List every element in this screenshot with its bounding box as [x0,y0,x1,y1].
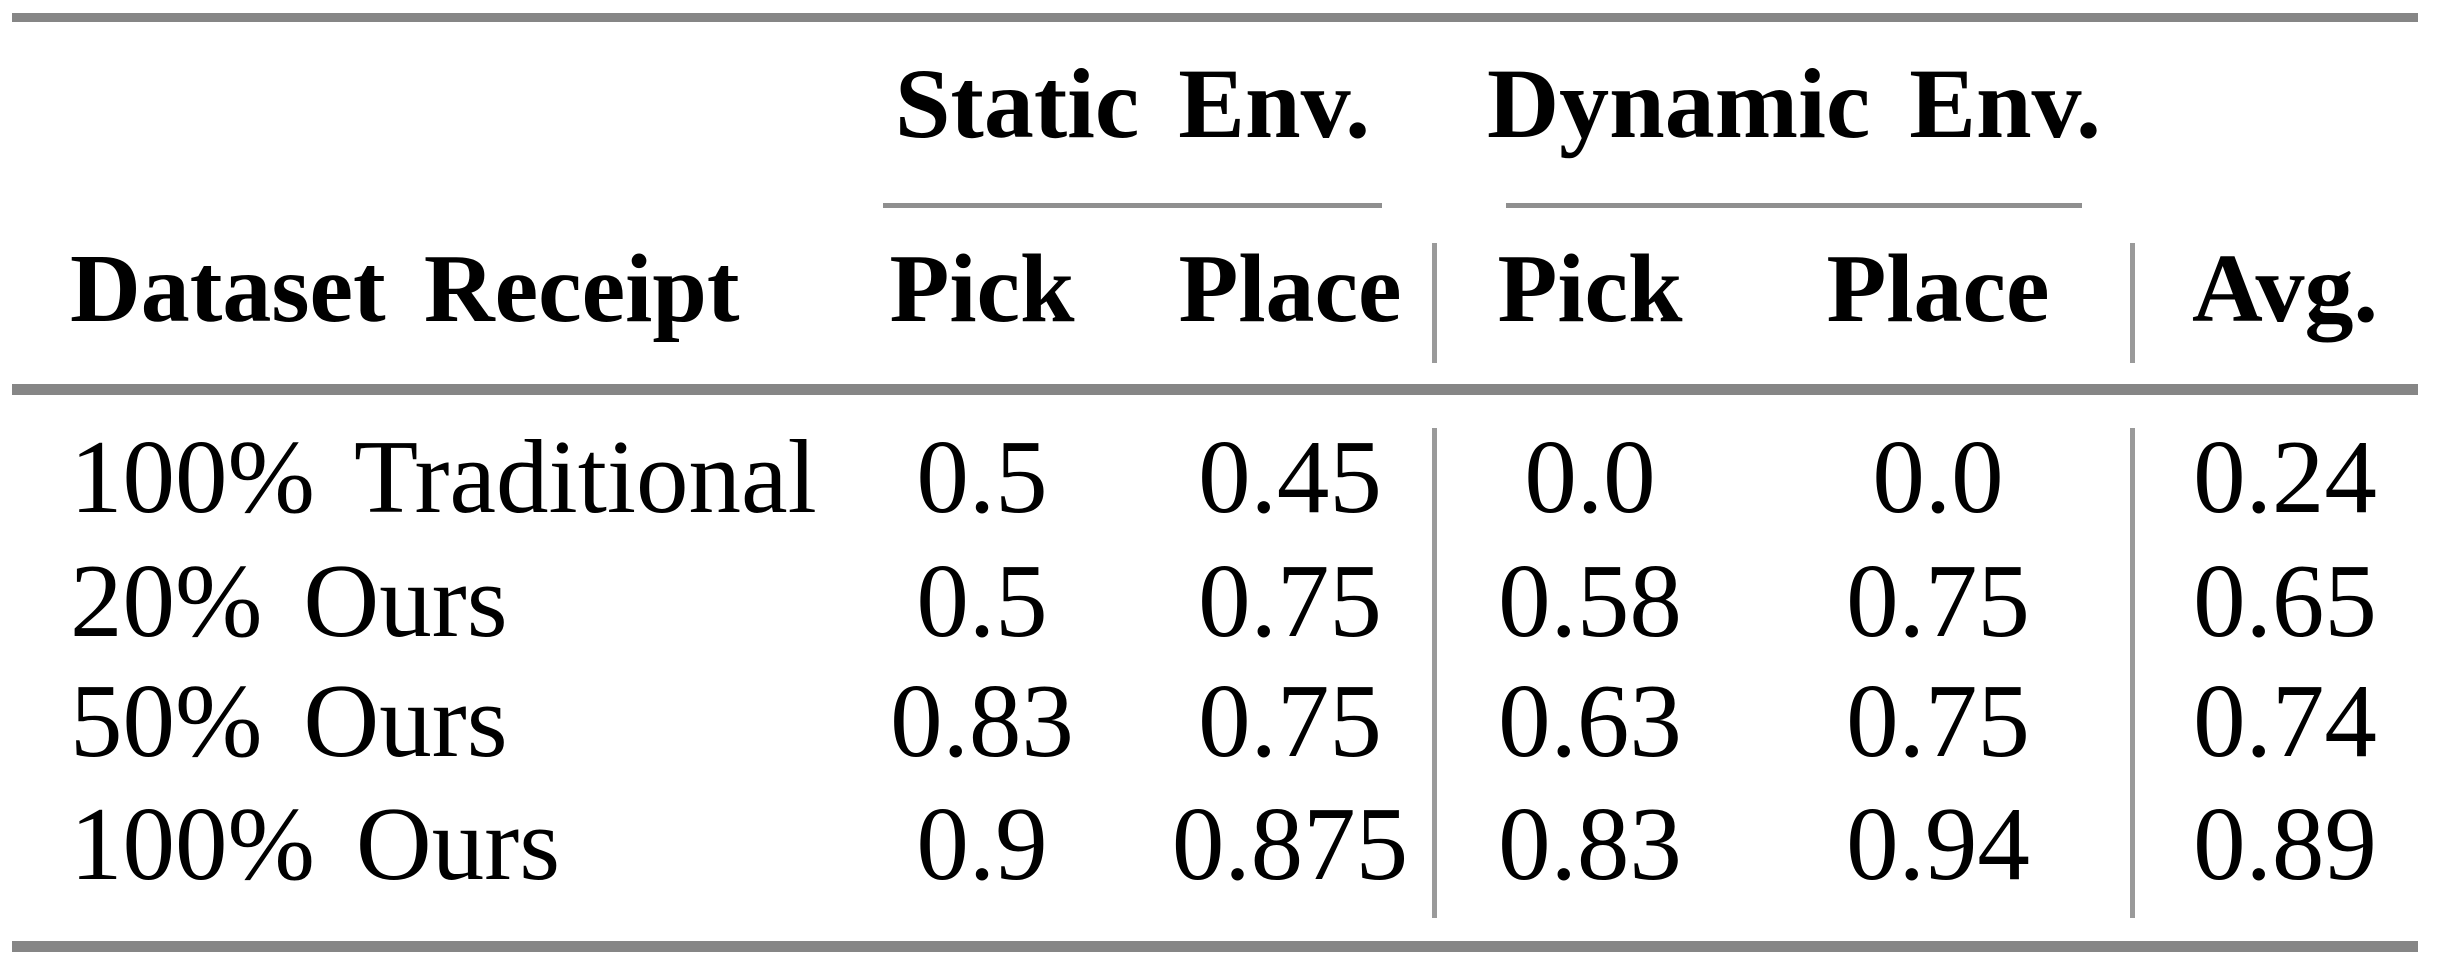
cell-avg: 0.89 [2193,785,2377,902]
header-body-separator-rule [12,384,2418,395]
column-header-dataset-receipt: Dataset Receipt [70,235,740,343]
column-divider-avg-header [2130,243,2135,363]
cell-dynamic-place: 0.0 [1872,418,2004,535]
cell-static-pick: 0.9 [916,785,1048,902]
cell-dynamic-pick: 0.0 [1524,418,1656,535]
cell-static-pick: 0.83 [890,662,1074,779]
cell-avg: 0.65 [2193,542,2377,659]
row-label: 100% Traditional [70,418,817,535]
cell-avg: 0.74 [2193,662,2377,779]
cell-static-place: 0.75 [1198,662,1382,779]
bottom-rule [12,941,2418,952]
static-env-underline-rule [883,203,1382,208]
row-label: 50% Ours [70,662,508,779]
row-label: 20% Ours [70,542,508,659]
column-divider-static-dynamic-body [1432,428,1437,918]
row-label: 100% Ours [70,785,561,902]
cell-static-place: 0.75 [1198,542,1382,659]
top-rule [12,13,2418,22]
column-divider-avg-body [2130,428,2135,918]
cell-dynamic-pick: 0.63 [1498,662,1682,779]
cell-dynamic-place: 0.94 [1846,785,2030,902]
column-header-static-place: Place [1178,235,1402,343]
cell-static-place: 0.45 [1198,418,1382,535]
dynamic-env-underline-rule [1506,203,2082,208]
cell-static-pick: 0.5 [916,418,1048,535]
column-group-dynamic-env: Dynamic Env. [1486,48,2102,159]
cell-dynamic-pick: 0.58 [1498,542,1682,659]
column-header-static-pick: Pick [889,235,1075,343]
cell-dynamic-pick: 0.83 [1498,785,1682,902]
column-header-dynamic-place: Place [1826,235,2050,343]
column-group-static-env: Static Env. [894,48,1371,159]
column-divider-static-dynamic-header [1432,243,1437,363]
cell-dynamic-place: 0.75 [1846,662,2030,779]
column-header-avg: Avg. [2192,235,2378,343]
cell-dynamic-place: 0.75 [1846,542,2030,659]
cell-static-place: 0.875 [1171,785,1409,902]
cell-avg: 0.24 [2193,418,2377,535]
column-header-dynamic-pick: Pick [1497,235,1683,343]
cell-static-pick: 0.5 [916,542,1048,659]
